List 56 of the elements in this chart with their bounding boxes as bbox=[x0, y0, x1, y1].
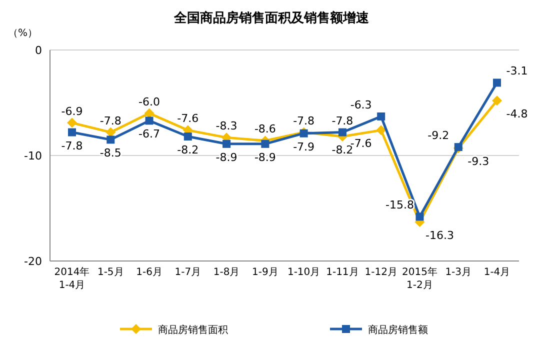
legend-label: 商品房销售额 bbox=[368, 324, 428, 336]
point bbox=[377, 112, 386, 120]
point bbox=[68, 128, 76, 136]
point bbox=[106, 127, 116, 138]
point bbox=[145, 116, 154, 125]
data-label: -9.2 bbox=[428, 129, 450, 142]
point bbox=[492, 96, 502, 106]
point bbox=[144, 108, 154, 118]
data-label: -16.3 bbox=[425, 228, 454, 242]
point bbox=[493, 78, 501, 87]
point bbox=[416, 212, 424, 221]
data-label: -8.9 bbox=[254, 150, 276, 164]
data-label: -4.8 bbox=[506, 108, 528, 121]
x-tick-label: 1-3月 bbox=[445, 267, 472, 278]
x-tick-label: 1-4月 bbox=[484, 267, 510, 278]
x-tick-label: 1-12月 bbox=[364, 267, 398, 278]
data-label: -7.8 bbox=[61, 139, 83, 152]
data-label: -7.8 bbox=[100, 114, 122, 128]
data-label: -8.5 bbox=[100, 146, 122, 160]
point bbox=[184, 132, 192, 141]
data-label: -7.6 bbox=[177, 112, 199, 126]
point bbox=[67, 118, 77, 128]
data-label: -7.9 bbox=[293, 140, 315, 154]
data-label: -7.8 bbox=[332, 114, 354, 128]
x-tick-label: 1-6月 bbox=[136, 267, 162, 278]
legend-label: 商品房销售面积 bbox=[158, 324, 228, 336]
point bbox=[222, 140, 231, 148]
x-tick-label: 1-10月 bbox=[287, 267, 320, 278]
data-label: -6.7 bbox=[138, 128, 160, 141]
x-tick-label: 1-5月 bbox=[97, 267, 124, 278]
y-tick-label: -20 bbox=[24, 255, 42, 268]
y-tick-label: 0 bbox=[35, 44, 42, 57]
data-label: -6.0 bbox=[138, 95, 160, 108]
x-tick-label: 2014年 1-4月 bbox=[54, 266, 90, 291]
data-label: -8.3 bbox=[216, 120, 238, 133]
data-label: -6.3 bbox=[350, 98, 372, 112]
x-tick-label: 1-7月 bbox=[174, 267, 202, 278]
y-tick-label: -10 bbox=[24, 150, 42, 162]
data-label: -9.3 bbox=[468, 155, 490, 168]
data-label: -8.2 bbox=[177, 144, 199, 157]
y-axis-title: （%） bbox=[8, 28, 38, 39]
point bbox=[261, 140, 270, 148]
chart-title: 全国商品房销售面积及销售额增速 bbox=[173, 10, 370, 26]
data-label: -8.9 bbox=[216, 150, 238, 164]
data-label: -8.6 bbox=[254, 122, 276, 136]
data-label: -7.8 bbox=[293, 114, 315, 128]
x-tick-label: 1-11月 bbox=[326, 267, 359, 278]
data-label: -3.1 bbox=[506, 64, 528, 78]
x-tick-label: 1-9月 bbox=[252, 267, 278, 278]
point bbox=[106, 136, 115, 144]
x-tick-label: 2015年 1-2月 bbox=[402, 266, 438, 291]
data-label: -8.2 bbox=[332, 144, 354, 157]
x-tick-label: 1-8月 bbox=[213, 267, 240, 278]
data-label: -6.9 bbox=[61, 104, 83, 118]
point bbox=[376, 125, 386, 136]
point bbox=[338, 128, 346, 136]
